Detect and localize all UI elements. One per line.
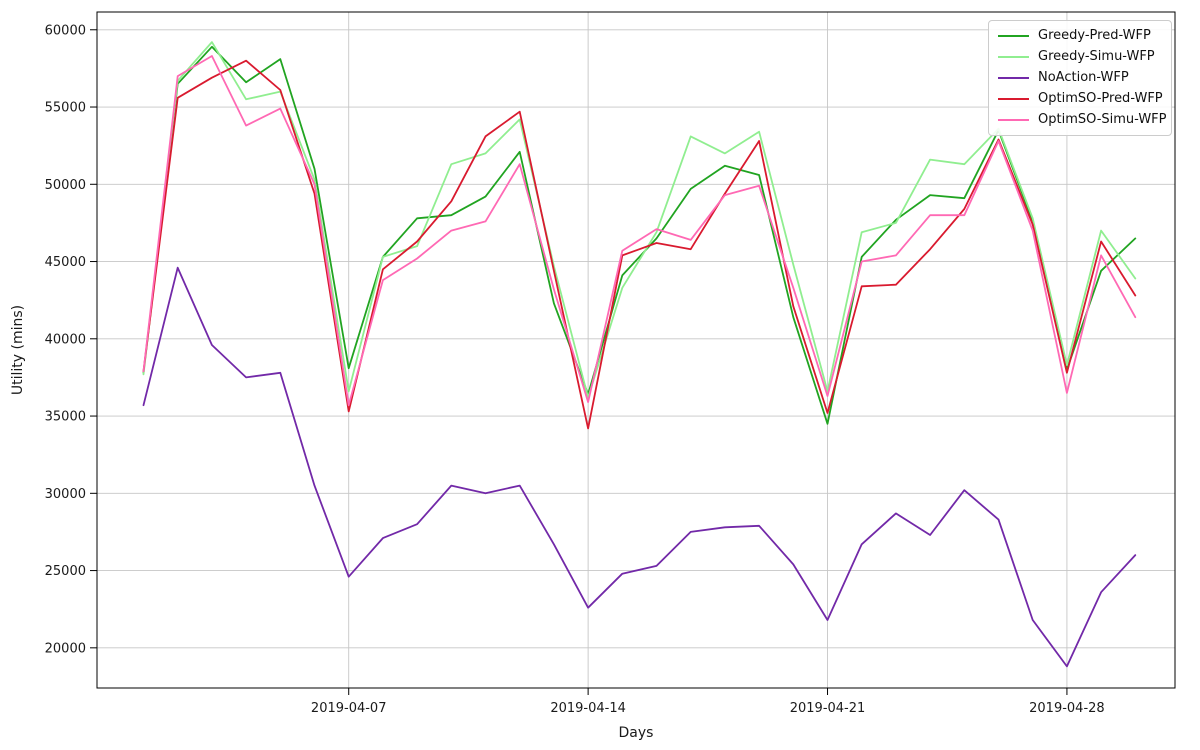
y-tick-label: 40000 xyxy=(45,332,86,347)
legend-label: NoAction-WFP xyxy=(1038,70,1129,85)
x-tick-label: 2019-04-28 xyxy=(1029,701,1105,716)
series-line-OptimSO-Pred-WFP xyxy=(142,59,1137,430)
legend-item-OptimSO-Simu-WFP: OptimSO-Simu-WFP xyxy=(998,111,1167,128)
series-line-Greedy-Pred-WFP xyxy=(142,45,1137,425)
y-tick-label: 60000 xyxy=(45,23,86,38)
legend-line-swatch xyxy=(998,34,1029,37)
legend-label: Greedy-Pred-WFP xyxy=(1038,28,1151,43)
y-tick-label: 35000 xyxy=(45,410,86,425)
y-tick-label: 45000 xyxy=(45,255,86,270)
y-tick-label: 20000 xyxy=(45,641,86,656)
legend-label: Greedy-Simu-WFP xyxy=(1038,49,1155,64)
legend-line-swatch xyxy=(998,76,1029,79)
legend-item-Greedy-Simu-WFP: Greedy-Simu-WFP xyxy=(998,48,1163,65)
x-axis-label: Days xyxy=(619,725,654,741)
legend-line-swatch xyxy=(998,118,1029,121)
legend-item-OptimSO-Pred-WFP: OptimSO-Pred-WFP xyxy=(998,90,1163,107)
legend-line-swatch xyxy=(998,97,1029,100)
x-tick-label: 2019-04-21 xyxy=(790,701,866,716)
y-tick-label: 25000 xyxy=(45,564,86,579)
series-lines xyxy=(142,41,1137,668)
legend-item-NoAction-WFP: NoAction-WFP xyxy=(998,69,1163,86)
x-tick-label: 2019-04-07 xyxy=(311,701,387,716)
series-line-Greedy-Simu-WFP xyxy=(142,41,1137,399)
plot-border xyxy=(96,11,1176,689)
y-tick-label: 50000 xyxy=(45,178,86,193)
legend-label: OptimSO-Pred-WFP xyxy=(1038,91,1163,106)
y-axis-label: Utility (mins) xyxy=(10,305,26,395)
legend-line-swatch xyxy=(998,55,1029,58)
series-line-OptimSO-Simu-WFP xyxy=(142,55,1137,407)
legend-label: OptimSO-Simu-WFP xyxy=(1038,112,1167,127)
x-tick-label: 2019-04-14 xyxy=(550,701,626,716)
y-tick-label: 30000 xyxy=(45,487,86,502)
legend-item-Greedy-Pred-WFP: Greedy-Pred-WFP xyxy=(998,27,1163,44)
axis-ticks: 20000 25000 30000 35000 40000 45000 50000 55000… xyxy=(45,23,1105,716)
legend: Greedy-Pred-WFP Greedy-Simu-WFP NoAction-W… xyxy=(988,20,1172,136)
series-line-NoAction-WFP xyxy=(142,266,1137,668)
y-tick-label: 55000 xyxy=(45,101,86,116)
